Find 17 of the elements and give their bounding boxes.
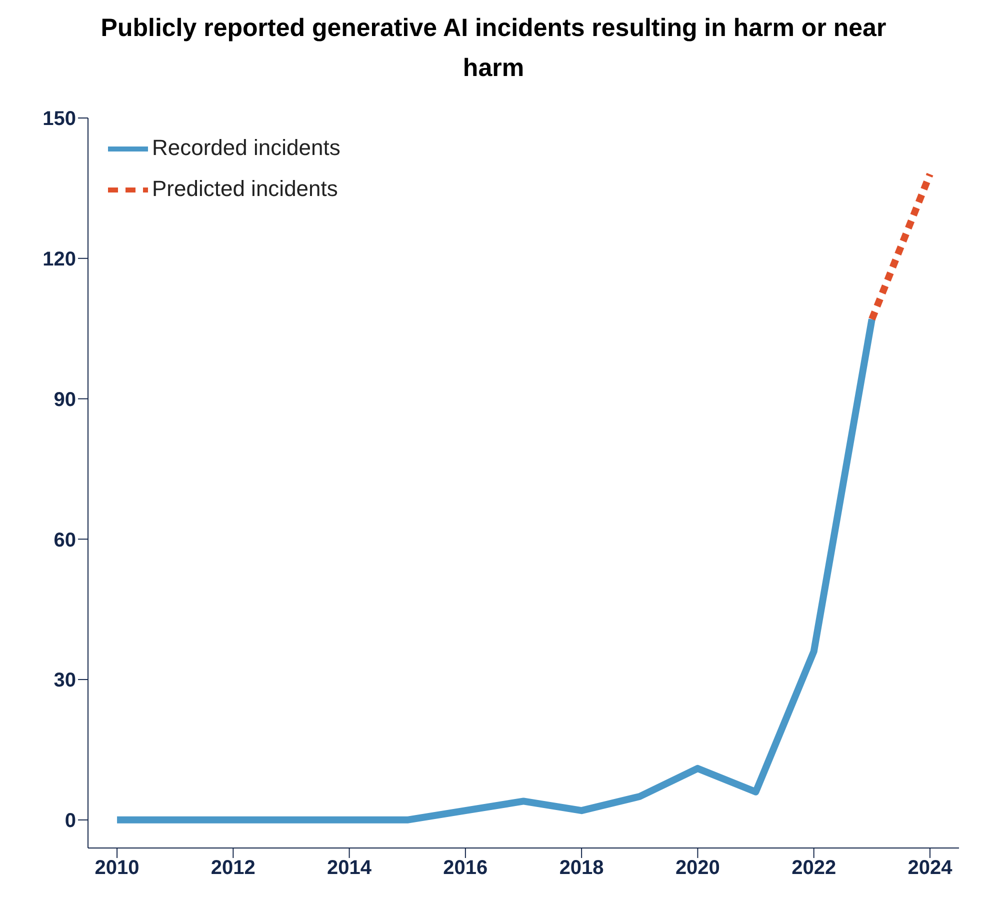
y-tick-label: 150 [42, 108, 76, 130]
x-tick-label: 2022 [792, 857, 836, 880]
legend-label: Predicted incidents [152, 176, 338, 202]
chart-title: Publicly reported generative AI incidents resulting in harm or near harm [100, 13, 888, 84]
x-tick-label: 2016 [443, 857, 488, 880]
y-tick-label: 60 [54, 529, 76, 552]
y-tick-label: 120 [42, 248, 76, 270]
x-tick-label: 2020 [675, 857, 720, 880]
x-tick-label: 2012 [210, 857, 256, 880]
x-tick-label: 2024 [908, 857, 954, 880]
legend-label: Recorded incidents [152, 135, 340, 160]
x-tick-label: 2010 [94, 857, 140, 880]
x-tick-label: 2018 [559, 857, 604, 880]
y-tick-label: 30 [54, 670, 76, 692]
y-tick-label: 0 [64, 810, 76, 832]
y-tick-label: 90 [54, 388, 76, 411]
x-tick-label: 2014 [327, 857, 372, 880]
